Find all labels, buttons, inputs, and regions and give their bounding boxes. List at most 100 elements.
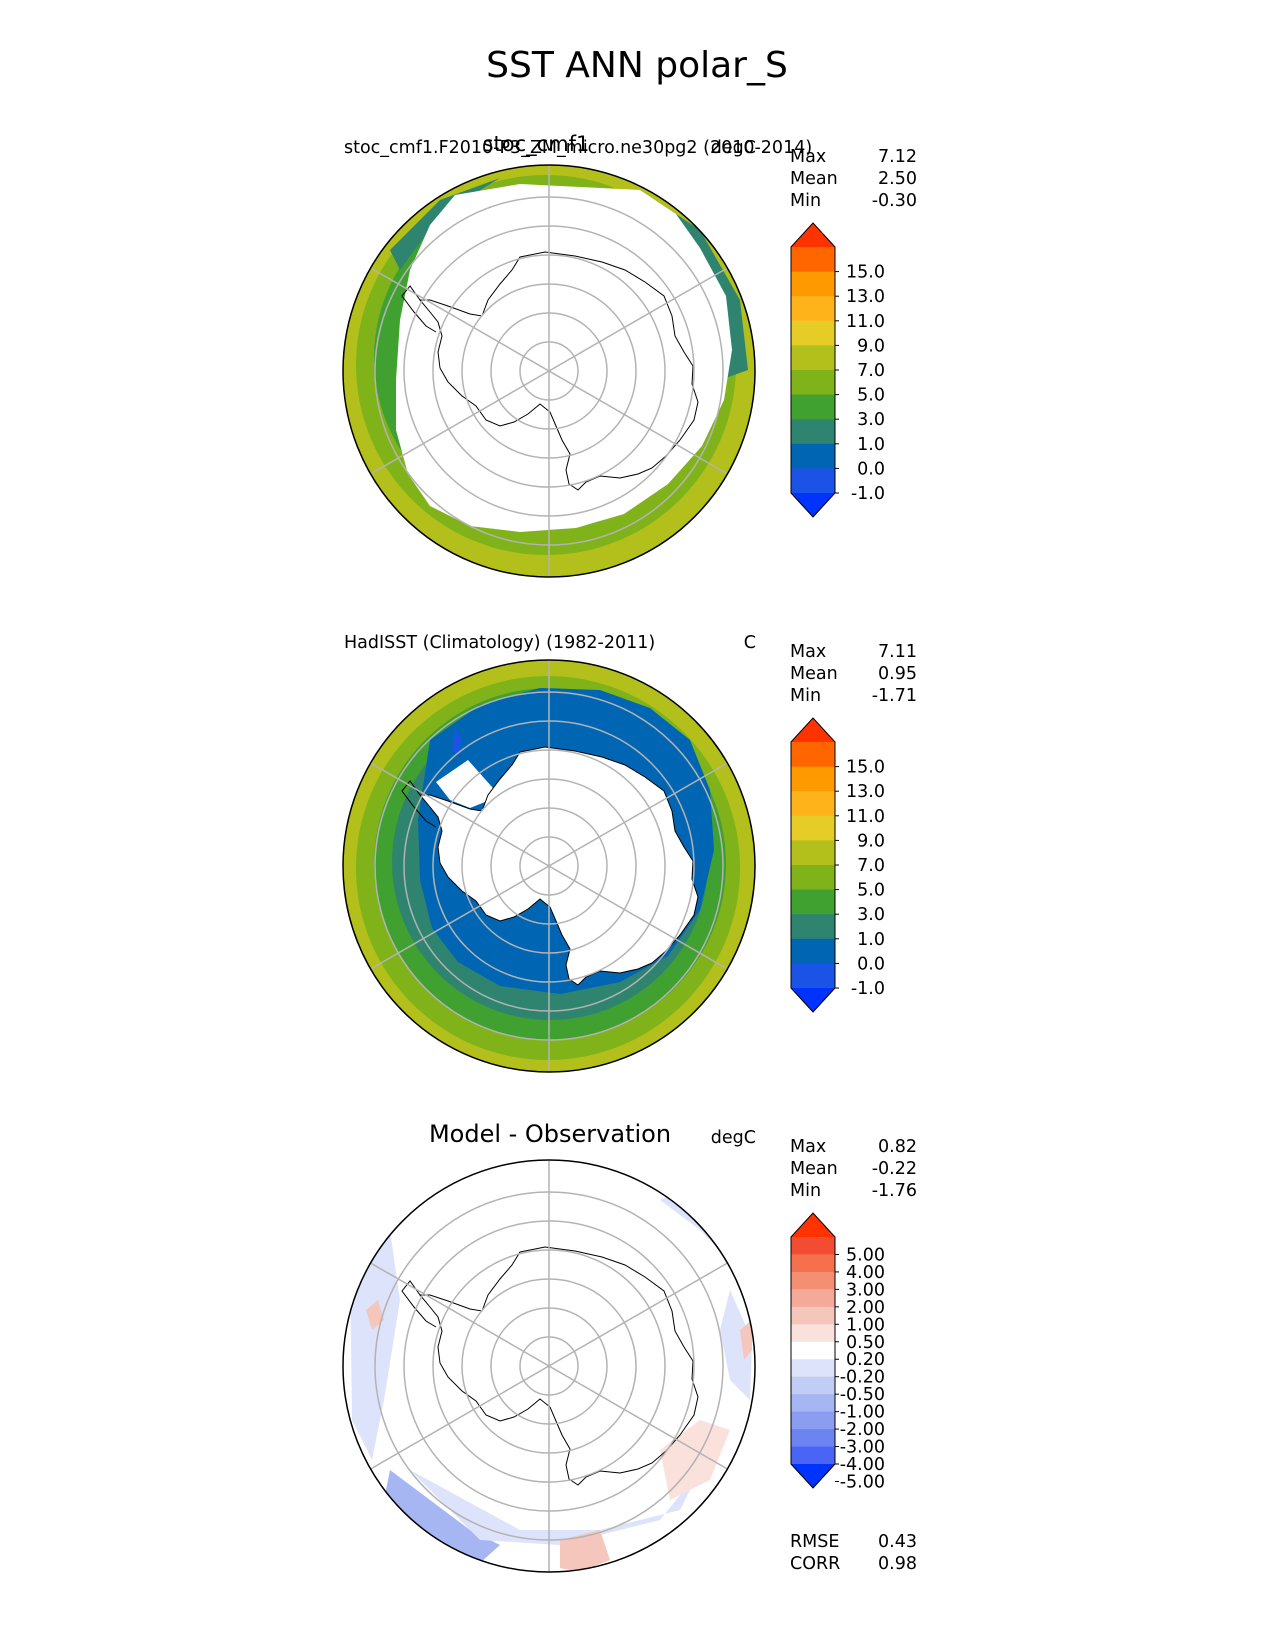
stat-value: 7.12 <box>878 147 917 167</box>
sea-ice-mask <box>396 184 732 532</box>
colorbar-segment <box>791 889 835 915</box>
colorbar-segment <box>791 865 835 891</box>
colorbar-segment <box>791 766 835 792</box>
stat-value: 0.82 <box>878 1137 917 1157</box>
colorbar-segment <box>791 1306 835 1325</box>
figure-title: SST ANN polar_S <box>486 45 788 86</box>
colorbar-tick-label: -5.00 <box>840 1472 885 1492</box>
colorbar-tick-label: -1.00 <box>840 1403 885 1423</box>
colorbar-tick-label: 13.0 <box>846 782 885 802</box>
stat-value: -1.71 <box>872 686 917 706</box>
panel-left-label: stoc_cmf1.F2010-P3_ZM_micro.ne30pg2 (201… <box>344 138 812 158</box>
colorbar-segment <box>791 296 835 322</box>
graticule <box>370 660 728 1072</box>
colorbar-segment <box>791 742 835 768</box>
colorbar-segment <box>791 815 835 841</box>
colorbar-segment <box>791 1394 835 1413</box>
colorbar-segment <box>791 394 835 420</box>
colorbar-tick-label: 5.00 <box>846 1245 885 1265</box>
colorbar-tick-label: 2.00 <box>846 1298 885 1318</box>
stat-value: 7.11 <box>878 642 917 662</box>
colorbar-tick-label: 15.0 <box>846 758 885 778</box>
colorbar-tick-label: -3.00 <box>840 1438 885 1458</box>
colorbar-tick-label: -0.50 <box>840 1385 885 1405</box>
colorbar-segment <box>791 443 835 469</box>
panel-center-title: Model - Observation <box>429 1120 671 1148</box>
diff-field-pos-east <box>740 1320 752 1360</box>
map-boundary <box>342 164 756 578</box>
colorbar-segment <box>791 1271 835 1290</box>
colorbar-segment <box>791 963 835 989</box>
metrics-table: RMSE 0.43 CORR 0.98 <box>790 1532 917 1574</box>
panel-difference: Model - Observation degC <box>342 1120 917 1574</box>
colorbar: 15.0 13.0 11.0 9.0 7.0 5.0 3.0 1.0 0.0 -1.0 <box>790 222 885 518</box>
polar-map <box>342 1159 756 1573</box>
colorbar-segment <box>791 1429 835 1448</box>
colorbar-tick-label: 11.0 <box>846 312 885 332</box>
stat-label: Mean <box>790 1159 838 1179</box>
stat-label: Max <box>790 642 826 662</box>
colorbar-segment <box>791 1376 835 1395</box>
metric-value: 0.98 <box>878 1554 917 1574</box>
colorbar-tick-label: 4.00 <box>846 1263 885 1283</box>
colorbar-tick-label: 3.00 <box>846 1280 885 1300</box>
colorbar-tick-label: 3.0 <box>857 410 885 430</box>
colorbar-extend-max <box>791 718 835 742</box>
colorbar-tick-label: 0.20 <box>846 1350 885 1370</box>
stat-value: -1.76 <box>872 1181 917 1201</box>
colorbar-segment <box>791 1237 835 1255</box>
panel-left-label: HadISST (Climatology) (1982-2011) <box>344 633 655 653</box>
stat-label: Max <box>790 147 826 167</box>
stat-label: Min <box>790 686 821 706</box>
colorbar-segment <box>791 370 835 396</box>
colorbar-segment <box>791 1289 835 1308</box>
colorbar-segment <box>791 840 835 866</box>
colorbar-tick-label: -0.20 <box>840 1368 885 1388</box>
colorbar-tick-label: 9.0 <box>857 831 885 851</box>
colorbar-tick-label: 3.0 <box>857 905 885 925</box>
colorbar-tick-label: 5.0 <box>857 881 885 901</box>
sst-field-patch <box>452 728 462 756</box>
stat-value: -0.22 <box>872 1159 917 1179</box>
stat-value: 0.95 <box>878 664 917 684</box>
stats-table: Max 7.11 Mean 0.95 Min -1.71 <box>790 642 917 706</box>
metric-label: CORR <box>790 1554 840 1574</box>
diff-field-neg-west <box>350 1230 400 1460</box>
colorbar-tick-label: 13.0 <box>846 287 885 307</box>
colorbar-tick-label: 9.0 <box>857 336 885 356</box>
stat-label: Mean <box>790 664 838 684</box>
land-mask <box>420 747 698 985</box>
colorbar-segment <box>791 1341 835 1360</box>
colorbar-segment <box>791 271 835 297</box>
graticule <box>370 165 728 577</box>
colorbar-segment <box>791 1446 835 1465</box>
colorbar-segment <box>791 345 835 371</box>
colorbar-segment <box>791 419 835 445</box>
stat-label: Min <box>790 1181 821 1201</box>
stats-table: Max 0.82 Mean -0.22 Min -1.76 <box>790 1137 917 1201</box>
colorbar-extend-min <box>791 493 835 517</box>
colorbar-tick-label: -4.00 <box>840 1455 885 1475</box>
panel-units: degC <box>711 138 756 158</box>
diff-field-pos-west <box>366 1300 384 1330</box>
stats-table: Max 7.12 Mean 2.50 Min -0.30 <box>790 147 917 211</box>
stat-label: Max <box>790 1137 826 1157</box>
panel-units: C <box>744 633 756 653</box>
colorbar-segment <box>791 914 835 940</box>
colorbar-extend-min <box>791 1464 835 1488</box>
metric-label: RMSE <box>790 1532 839 1552</box>
polar-map <box>342 659 756 1073</box>
stat-label: Min <box>790 191 821 211</box>
colorbar-segment <box>791 1359 835 1378</box>
polar-map <box>342 164 756 578</box>
colorbar-tick-label: 7.0 <box>857 856 885 876</box>
diff-field-neg-east <box>720 1290 752 1400</box>
colorbar-segment <box>791 1411 835 1430</box>
colorbar-segment <box>791 468 835 494</box>
map-boundary <box>342 659 756 1073</box>
diff-field-pos-south <box>560 1530 610 1572</box>
colorbar-tick-label: 0.50 <box>846 1333 885 1353</box>
colorbar-segment <box>791 247 835 273</box>
colorbar-extend-max <box>791 1213 835 1237</box>
panel-test: stoc_cmf1 stoc_cmf1.F2010-P3_ZM_micro.ne… <box>342 132 917 578</box>
